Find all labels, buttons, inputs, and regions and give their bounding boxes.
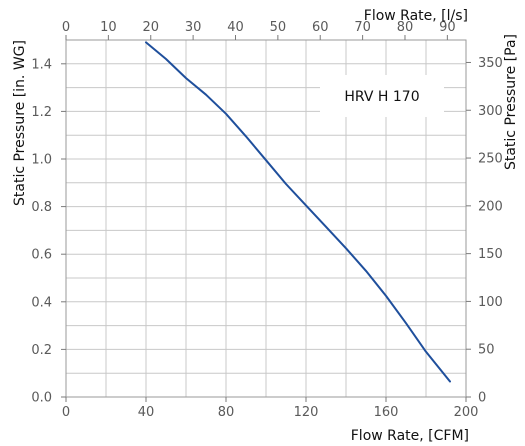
legend: HRV H 170 (320, 75, 444, 117)
right-axis-tick-label: 100 (478, 295, 503, 310)
top-axis-title: Flow Rate, [l/s] (364, 8, 468, 24)
top-axis-tick-label: 80 (397, 20, 414, 35)
top-axis-tick-label: 90 (439, 20, 456, 35)
axis-ticks (61, 35, 471, 402)
x-axis-tick-label: 160 (374, 405, 399, 420)
right-axis-tick-label: 150 (478, 247, 503, 262)
top-axis-tick-label: 50 (270, 20, 287, 35)
right-axis-tick-label: 350 (478, 56, 503, 71)
right-axis-tick-labels: 0 50 100 150 200 250 300 350 (478, 56, 503, 406)
right-axis-title: Static Pressure [Pa] (503, 34, 519, 170)
legend-label-hrv-h-170: HRV H 170 (344, 89, 419, 105)
x-axis-tick-labels: 0 40 80 120 160 200 (62, 405, 479, 420)
top-axis-tick-label: 60 (312, 20, 329, 35)
top-axis-tick-label: 30 (185, 20, 202, 35)
y-axis-tick-label: 0.2 (31, 343, 52, 358)
x-axis-tick-label: 0 (62, 405, 70, 420)
y-axis-tick-label: 0.8 (31, 200, 52, 215)
top-axis-tick-label: 10 (100, 20, 117, 35)
series-layer (145, 41, 451, 383)
top-axis-tick-labels: 0 10 20 30 40 50 60 70 80 90 (62, 20, 456, 35)
x-axis-tick-label: 80 (218, 405, 235, 420)
y-axis-title: Static Pressure [in. WG] (12, 40, 28, 206)
x-axis-tick-label: 200 (454, 405, 479, 420)
x-axis-title: Flow Rate, [CFM] (351, 428, 469, 444)
top-axis-tick-label: 70 (354, 20, 371, 35)
top-axis-tick-label: 0 (62, 20, 70, 35)
y-axis-tick-label: 0.0 (31, 391, 52, 406)
y-axis-tick-label: 0.4 (31, 295, 52, 310)
right-axis-tick-label: 300 (478, 104, 503, 119)
y-axis-tick-label: 0.6 (31, 248, 52, 263)
y-axis-tick-label: 1.4 (31, 57, 52, 72)
right-axis-tick-label: 200 (478, 199, 503, 214)
plot-frame (65, 39, 467, 398)
x-axis-tick-label: 40 (138, 405, 155, 420)
y-axis-tick-labels: 0.0 0.2 0.4 0.6 0.8 1.0 1.2 1.4 (31, 57, 52, 405)
top-axis-tick-label: 40 (227, 20, 244, 35)
right-axis-tick-label: 0 (478, 391, 486, 406)
right-axis-tick-label: 250 (478, 152, 503, 167)
y-axis-tick-label: 1.0 (31, 153, 52, 168)
series-line-hrv-h-170 (145, 41, 451, 383)
y-axis-tick-label: 1.2 (31, 105, 52, 120)
legend-box (320, 75, 444, 117)
x-axis-tick-label: 120 (294, 405, 319, 420)
right-axis-tick-label: 50 (478, 343, 495, 358)
top-axis-tick-label: 20 (142, 20, 159, 35)
